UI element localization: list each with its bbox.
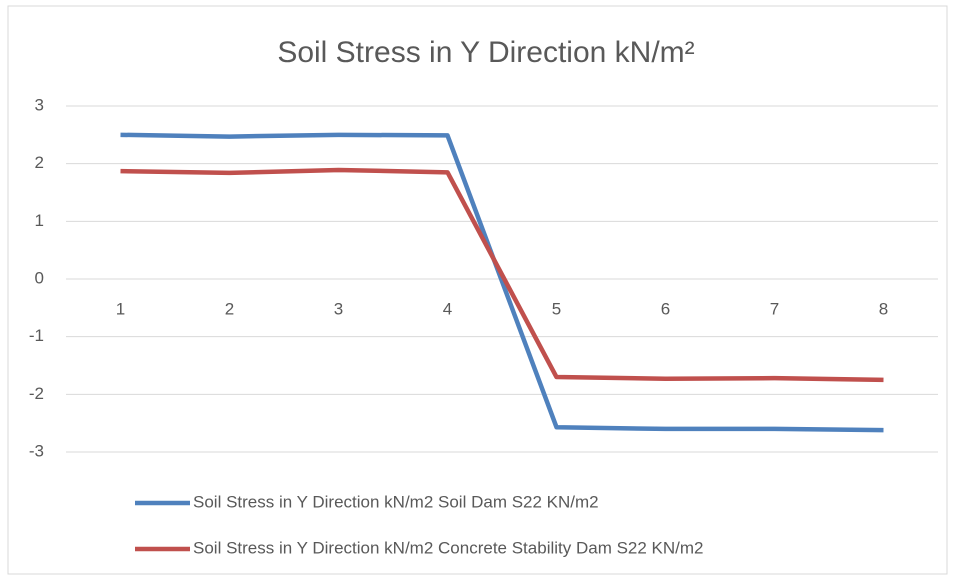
y-tick-label: 1 <box>35 211 44 230</box>
x-tick-label: 7 <box>770 299 779 318</box>
x-tick-label: 4 <box>443 299 452 318</box>
x-tick-label: 3 <box>334 299 343 318</box>
y-tick-label: 0 <box>35 268 44 287</box>
x-tick-label: 2 <box>225 299 234 318</box>
x-tick-label: 5 <box>552 299 561 318</box>
series-line <box>120 167 884 383</box>
y-tick-label: 3 <box>35 95 44 114</box>
y-tick-label: -2 <box>29 384 44 403</box>
chart-border <box>7 5 948 575</box>
y-tick-label: 2 <box>35 153 44 172</box>
y-tick-label: -1 <box>29 326 44 345</box>
x-tick-label: 8 <box>879 299 888 318</box>
legend-label: Soil Stress in Y Direction kN/m2 Concret… <box>193 538 704 557</box>
y-tick-label: -3 <box>29 441 44 460</box>
series-line <box>120 132 884 433</box>
chart-title: Soil Stress in Y Direction kN/m² <box>277 36 694 69</box>
legend-label: Soil Stress in Y Direction kN/m2 Soil Da… <box>193 492 599 511</box>
x-tick-label: 1 <box>116 299 125 318</box>
x-tick-label: 6 <box>661 299 670 318</box>
